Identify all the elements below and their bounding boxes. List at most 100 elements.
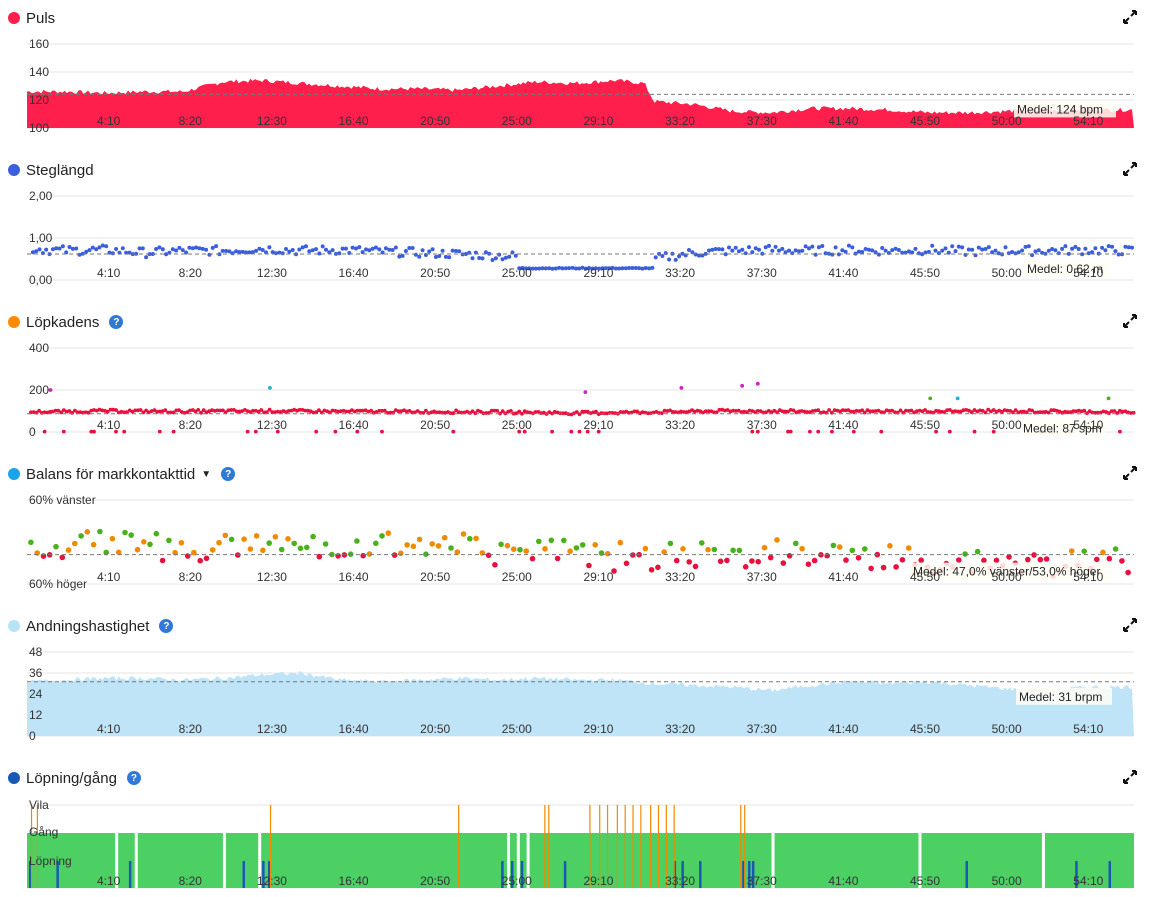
help-icon[interactable]: ?	[126, 771, 141, 785]
cadence-point	[108, 407, 113, 412]
stride-point	[873, 250, 878, 255]
stride-point	[244, 250, 248, 255]
help-icon[interactable]: ?	[221, 467, 236, 481]
stride-point	[597, 266, 602, 271]
expand-icon[interactable]	[1123, 618, 1137, 632]
stride-point	[906, 249, 911, 254]
x-tick-label: 33:20	[665, 266, 695, 280]
x-tick-label: 54:10	[1073, 418, 1103, 432]
balance-point	[887, 543, 893, 549]
cadence-point	[122, 429, 127, 434]
stride-point	[926, 249, 931, 254]
stride-point	[287, 249, 292, 254]
y-tick-label: 36	[29, 666, 43, 680]
expand-icon[interactable]	[1123, 162, 1137, 176]
stride-point	[420, 248, 425, 253]
stride-point	[620, 266, 625, 271]
stride-point	[50, 247, 55, 252]
stride-point	[230, 251, 235, 256]
stride-point	[700, 253, 705, 258]
stride-point	[57, 246, 62, 251]
stride-point	[637, 266, 642, 271]
stride-point	[330, 248, 335, 253]
stride-point	[150, 252, 155, 256]
x-tick-label: 12:30	[257, 418, 287, 432]
cadence-point	[846, 408, 851, 412]
stride-point	[393, 245, 398, 250]
x-tick-label: 16:40	[339, 114, 369, 128]
legend-dot	[8, 620, 20, 632]
balance-point	[862, 546, 868, 552]
cadence-point	[48, 388, 53, 392]
cadence-point	[1024, 410, 1029, 415]
stride-point	[617, 266, 622, 271]
cadence-point	[1115, 411, 1120, 415]
rest-spike	[458, 805, 460, 888]
balance-point	[247, 546, 254, 552]
dropdown-caret-icon[interactable]: ▼	[201, 468, 212, 480]
stride-point	[567, 266, 572, 271]
cadence-point	[336, 409, 340, 414]
average-label-box	[1016, 687, 1112, 705]
stride-point	[44, 247, 49, 252]
stride-point	[876, 252, 881, 257]
y-tick-label: 60% vänster	[29, 493, 96, 507]
expand-icon[interactable]	[1123, 770, 1137, 784]
balance-point	[492, 562, 498, 568]
x-tick-label: 12:30	[257, 114, 287, 128]
running-marker	[1075, 861, 1078, 888]
balance-point	[291, 540, 298, 547]
stride-point	[1036, 248, 1041, 253]
cadence-point	[114, 408, 118, 412]
rest-spike	[606, 805, 609, 888]
stride-point	[254, 248, 258, 253]
x-tick-label: 29:10	[583, 114, 613, 128]
cadence-point	[380, 409, 384, 413]
stride-point	[570, 265, 575, 270]
stride-point	[896, 248, 901, 252]
help-icon[interactable]: ?	[159, 619, 174, 633]
stride-point	[237, 250, 242, 254]
stride-point	[457, 249, 462, 254]
x-tick-label: 8:20	[179, 266, 203, 280]
balance-point	[536, 538, 542, 545]
help-icon[interactable]: ?	[109, 315, 124, 329]
stride-point	[220, 248, 225, 253]
cadence-point	[234, 409, 239, 414]
balance-point	[366, 551, 373, 557]
expand-icon[interactable]	[1123, 314, 1137, 328]
panel-steglangd: Steglängd	[0, 160, 1149, 310]
expand-icon[interactable]	[1123, 10, 1137, 24]
cadence-point	[1019, 409, 1023, 414]
cadence-point	[547, 410, 552, 414]
balance-point	[441, 534, 448, 541]
stride-point	[723, 252, 728, 257]
stride-point	[40, 251, 45, 256]
balance-point	[304, 544, 310, 551]
cadence-point	[577, 429, 582, 434]
balance-point	[178, 540, 185, 546]
cadence-point	[860, 408, 864, 413]
balance-point	[705, 546, 711, 553]
balance-point	[893, 564, 899, 570]
balance-point	[742, 564, 749, 570]
running-marker	[28, 861, 32, 888]
stride-point	[710, 247, 715, 252]
balance-point	[843, 557, 849, 563]
cadence-point	[215, 408, 220, 413]
balance-point	[523, 548, 529, 554]
cadence-point	[698, 409, 703, 413]
expand-icon[interactable]	[1123, 466, 1137, 480]
stride-point	[440, 248, 445, 253]
panel-header: Steglängd	[8, 160, 94, 180]
cadence-point	[986, 407, 991, 412]
balance-point	[899, 557, 906, 563]
cadence-point	[489, 408, 494, 413]
stride-point	[1016, 250, 1021, 255]
running-marker	[748, 861, 751, 888]
x-tick-label: 29:10	[583, 722, 613, 736]
stride-point	[930, 243, 935, 248]
stride-point	[427, 249, 432, 254]
balance-point	[209, 547, 216, 553]
cadence-point	[851, 429, 856, 434]
